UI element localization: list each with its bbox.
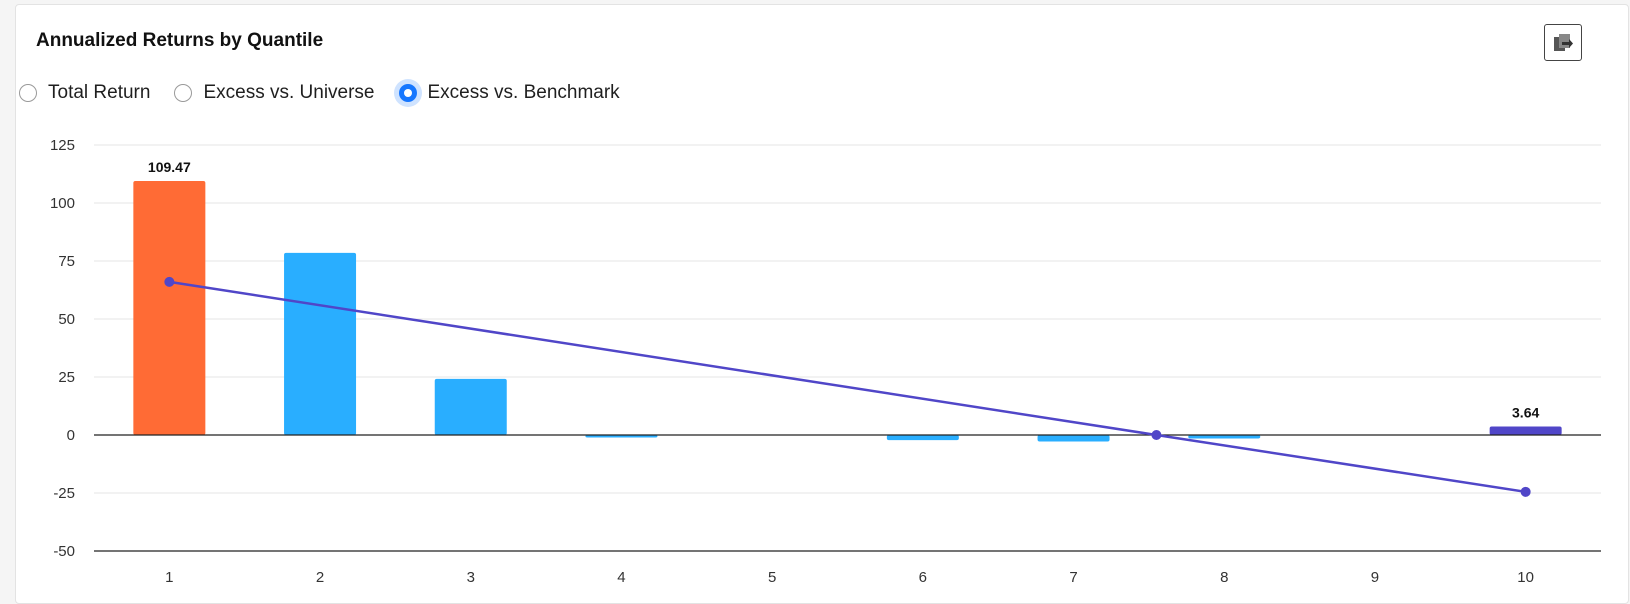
bar-quantile-8 (1188, 435, 1261, 439)
y-tick-label: 75 (58, 253, 75, 270)
bar-quantile-4 (585, 435, 658, 438)
bar-quantile-10 (1489, 426, 1562, 435)
data-label-quantile-10: 3.64 (1512, 405, 1539, 421)
y-tick-label: -25 (53, 485, 75, 502)
y-tick-label: 100 (50, 195, 75, 212)
radio-label: Excess vs. Universe (203, 82, 375, 103)
radio-excess-vs-universe[interactable]: Excess vs. Universe (174, 82, 375, 104)
y-tick-label: 50 (58, 311, 75, 328)
radio-label: Total Return (48, 82, 151, 103)
x-tick-label: 6 (919, 569, 927, 586)
return-type-radio-group: Total Return Excess vs. Universe Excess … (19, 80, 644, 106)
radio-label: Excess vs. Benchmark (427, 82, 620, 103)
bar-quantile-6 (886, 435, 959, 441)
chart-card: Annualized Returns by Quantile (15, 4, 1629, 604)
y-tick-label: 125 (50, 137, 75, 154)
trend-line-point (1520, 486, 1531, 497)
radio-button-selected[interactable] (398, 84, 417, 102)
y-tick-label: 25 (58, 369, 75, 386)
radio-total-return[interactable]: Total Return (19, 82, 150, 104)
radio-excess-vs-benchmark[interactable]: Excess vs. Benchmark (398, 82, 620, 104)
x-tick-label: 5 (768, 569, 776, 586)
trend-line (169, 280, 1526, 494)
x-tick-label: 2 (316, 569, 324, 586)
chart-title: Annualized Returns by Quantile (36, 30, 324, 51)
x-tick-label: 4 (617, 569, 625, 586)
bar-quantile-7 (1037, 435, 1110, 442)
x-tick-label: 3 (467, 569, 475, 586)
bar-quantile-2 (284, 252, 357, 435)
bar-quantile-1 (133, 181, 206, 435)
x-tick-label: 8 (1220, 569, 1228, 586)
export-image-icon (1554, 34, 1573, 51)
x-tick-label: 9 (1371, 569, 1379, 586)
trend-line-point (164, 276, 175, 287)
x-tick-label: 7 (1069, 569, 1077, 586)
radio-button[interactable] (19, 84, 37, 102)
x-tick-label: 10 (1517, 569, 1534, 586)
radio-button[interactable] (174, 84, 193, 102)
trend-line-point (1151, 430, 1162, 440)
data-label-quantile-1: 109.47 (148, 159, 191, 175)
y-tick-label: -50 (53, 543, 75, 560)
y-tick-label: 0 (67, 427, 75, 444)
x-tick-label: 1 (165, 569, 173, 586)
bar-quantile-3 (434, 378, 507, 435)
export-button[interactable] (1544, 24, 1582, 61)
